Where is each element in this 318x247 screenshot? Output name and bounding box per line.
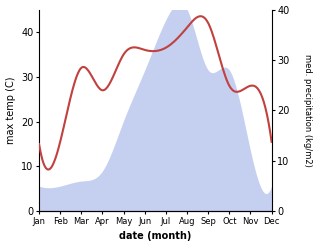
Y-axis label: max temp (C): max temp (C) bbox=[5, 77, 16, 144]
Y-axis label: med. precipitation (kg/m2): med. precipitation (kg/m2) bbox=[303, 54, 313, 167]
X-axis label: date (month): date (month) bbox=[119, 231, 191, 242]
